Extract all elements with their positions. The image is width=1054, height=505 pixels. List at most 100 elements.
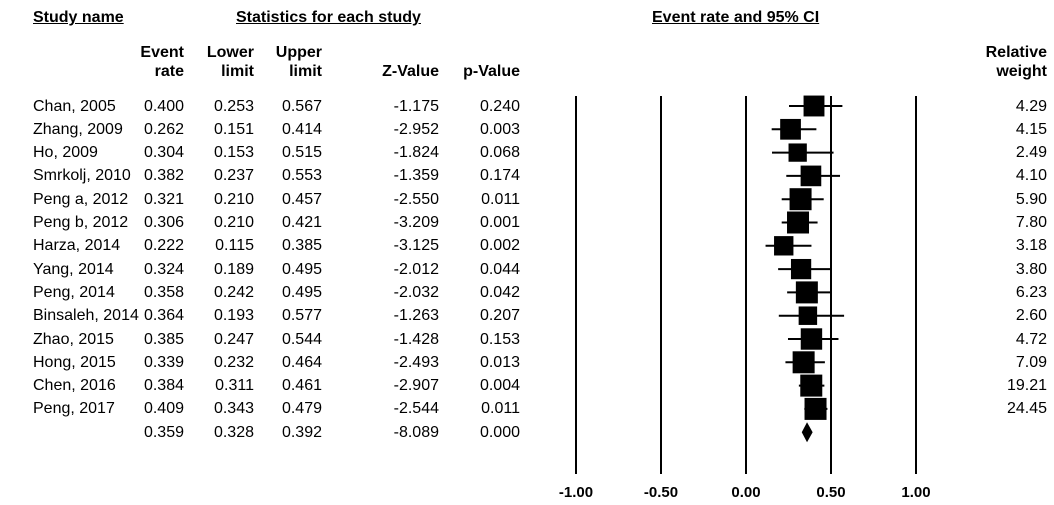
study-marker	[780, 118, 801, 140]
event-rate-header: Event rate	[140, 44, 184, 80]
study-name-cell: Peng, 2017	[33, 400, 115, 418]
relative-weight-cell: 24.45	[1006, 400, 1047, 418]
study-name-cell: Peng, 2014	[33, 283, 115, 301]
x-tick-label: 1.00	[901, 484, 930, 501]
upper-limit-cell: 0.495	[281, 260, 322, 278]
x-tick-label: 0.00	[731, 484, 760, 501]
study-marker	[800, 374, 823, 397]
x-tick-label: -1.00	[559, 484, 593, 501]
study-marker	[774, 236, 794, 256]
p-value-cell: 0.004	[479, 377, 520, 395]
study-name-cell: Zhao, 2015	[33, 330, 114, 348]
relative-weight-header: Relative weight	[985, 44, 1047, 80]
event-rate-cell: 0.382	[143, 167, 184, 185]
event-rate-cell: 0.222	[143, 237, 184, 255]
z-value-cell: -2.907	[393, 377, 439, 395]
event-rate-cell: 0.358	[143, 283, 184, 301]
relative-weight-cell: 2.49	[1015, 144, 1047, 162]
study-marker	[803, 95, 825, 117]
upper-limit-cell: 0.567	[281, 97, 322, 115]
lower-limit-header: Lower limit	[206, 44, 254, 80]
p-value-cell: 0.011	[481, 400, 520, 418]
z-value-cell: -2.952	[393, 120, 439, 138]
relative-weight-cell: 3.80	[1015, 260, 1047, 278]
z-value-cell: -1.359	[393, 167, 439, 185]
p-value-cell: 0.174	[479, 167, 520, 185]
event-rate-cell: 0.262	[143, 120, 184, 138]
event-rate-cell: 0.321	[143, 190, 184, 208]
relative-weight-cell: 6.23	[1015, 283, 1047, 301]
z-value-cell: -2.493	[393, 353, 439, 371]
study-name-cell: Smrkolj, 2010	[33, 167, 131, 185]
lower-limit-cell: 0.210	[213, 214, 254, 231]
p-value-cell: 0.153	[479, 330, 520, 348]
event-rate-cell: 0.400	[143, 97, 184, 115]
z-value-cell: -2.544	[393, 400, 439, 418]
relative-weight-cell: 4.15	[1015, 120, 1047, 138]
summary-lower-limit-cell: 0.328	[213, 423, 254, 441]
lower-limit-cell: 0.253	[213, 97, 254, 115]
relative-weight-cell: 19.21	[1006, 377, 1047, 395]
study-name-cell: Hong, 2015	[33, 353, 116, 371]
lower-limit-cell: 0.237	[213, 167, 254, 185]
p-value-header: p-Value	[463, 63, 520, 80]
lower-limit-cell: 0.247	[213, 330, 254, 348]
relative-weight-cell: 5.90	[1015, 190, 1047, 208]
study-marker	[792, 351, 815, 374]
study-marker	[787, 211, 810, 234]
lower-limit-cell: 0.151	[213, 120, 254, 138]
p-value-cell: 0.044	[479, 260, 520, 278]
lower-limit-cell: 0.153	[213, 144, 254, 162]
p-value-cell: 0.042	[479, 283, 520, 301]
event-rate-cell: 0.324	[143, 260, 184, 278]
p-value-cell: 0.001	[479, 214, 520, 231]
study-name-cell: Chan, 2005	[33, 97, 116, 115]
p-value-cell: 0.068	[479, 144, 520, 162]
lower-limit-cell: 0.189	[213, 260, 254, 278]
p-value-cell: 0.013	[479, 353, 520, 371]
event-rate-cell: 0.339	[143, 353, 184, 371]
upper-limit-cell: 0.553	[281, 167, 322, 185]
study-name-cell: Zhang, 2009	[33, 120, 123, 138]
lower-limit-cell: 0.193	[213, 307, 254, 325]
event-rate-cell: 0.364	[143, 307, 184, 325]
p-value-cell: 0.002	[479, 237, 520, 255]
study-marker	[804, 397, 827, 420]
study-name-cell: Binsaleh, 2014	[33, 307, 139, 325]
study-name-cell: Ho, 2009	[33, 144, 98, 162]
study-name-cell: Peng a, 2012	[33, 190, 129, 208]
upper-limit-cell: 0.414	[281, 120, 322, 138]
lower-limit-cell: 0.242	[213, 283, 254, 301]
study-name-cell: Harza, 2014	[33, 237, 121, 255]
z-value-cell: -2.550	[393, 190, 439, 208]
upper-limit-cell: 0.495	[281, 283, 322, 301]
summary-p-value-cell: 0.000	[479, 423, 520, 441]
event-rate-cell: 0.304	[143, 144, 184, 162]
upper-limit-cell: 0.385	[281, 237, 322, 255]
p-value-cell: 0.011	[481, 190, 520, 208]
study-name-cell: Peng b, 2012	[33, 214, 129, 231]
upper-limit-cell: 0.421	[281, 214, 322, 231]
lower-limit-cell: 0.232	[213, 353, 254, 371]
event-rate-cell: 0.409	[143, 400, 184, 418]
summary-z-value-cell: -8.089	[393, 423, 439, 441]
event-rate-cell: 0.385	[143, 330, 184, 348]
statistics-header: Statistics for each study	[236, 9, 421, 26]
lower-limit-cell: 0.210	[213, 190, 254, 208]
lower-limit-cell: 0.343	[213, 400, 254, 418]
plot-title: Event rate and 95% CI	[652, 9, 820, 26]
summary-upper-limit-cell: 0.392	[281, 423, 322, 441]
summary-event-rate-cell: 0.359	[143, 423, 184, 441]
study-marker	[800, 328, 823, 350]
p-value-cell: 0.003	[479, 120, 520, 138]
event-rate-cell: 0.384	[143, 377, 184, 395]
lower-limit-cell: 0.311	[215, 377, 254, 395]
relative-weight-cell: 7.80	[1015, 214, 1047, 231]
z-value-cell: -1.263	[393, 307, 439, 325]
z-value-header: Z-Value	[382, 63, 439, 80]
upper-limit-cell: 0.464	[281, 353, 322, 371]
x-tick-label: 0.50	[816, 484, 845, 501]
relative-weight-cell: 2.60	[1015, 307, 1047, 325]
relative-weight-cell: 4.10	[1015, 167, 1047, 185]
